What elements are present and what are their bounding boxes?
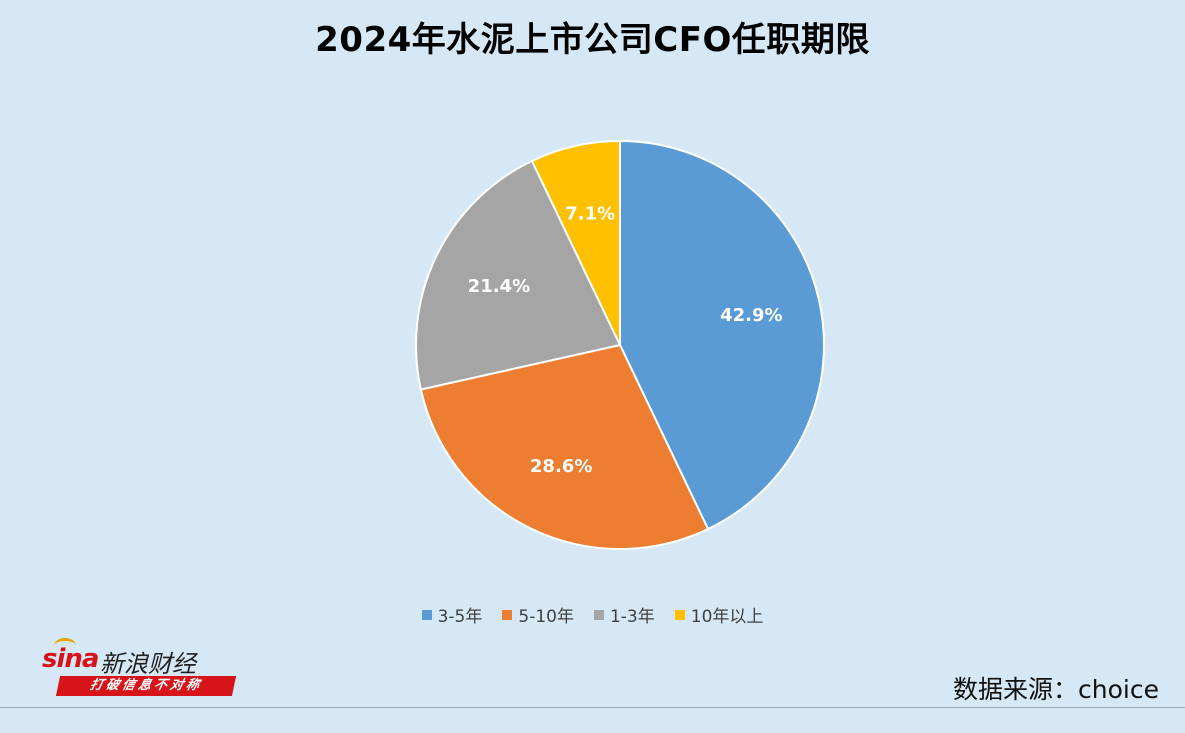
legend: 3-5年 5-10年 1-3年 10年以上 [0,602,1185,627]
pie-label-3: 7.1% [565,204,615,225]
pie-slice-1 [419,343,710,550]
logo-brand: sina [42,644,99,674]
legend-item-1: 5-10年 [502,602,574,627]
pie-label-1: 28.6% [530,456,592,477]
sina-eye-icon [54,638,76,653]
pie-slice-2 [415,159,622,391]
legend-label: 3-5年 [437,607,483,627]
legend-label: 10年以上 [690,607,764,627]
sina-finance-logo: sina 新浪财经 打破信息不对称 [42,638,237,700]
legend-swatch [502,609,513,620]
pie-label-2: 21.4% [468,276,530,297]
legend-swatch [593,609,604,620]
pie-slices [415,139,825,550]
pie-labels: 42.9% 28.6% 21.4% 7.1% [468,204,783,477]
source-note: 数据来源：choice [953,675,1159,704]
legend-label: 5-10年 [518,607,574,627]
logo-slogan: 打破信息不对称 [55,676,237,696]
legend-swatch [421,609,432,620]
chart-title: 2024年水泥上市公司CFO任职期限 [315,20,870,60]
legend-item-2: 1-3年 [593,602,655,627]
bottom-divider [0,707,1185,708]
pie-chart: 42.9% 28.6% 21.4% 7.1% [415,139,825,550]
pie-slice-3 [530,139,621,346]
legend-item-0: 3-5年 [421,602,483,627]
legend-item-3: 10年以上 [674,602,764,627]
logo-name: 新浪财经 [100,650,196,678]
pie-slice-0 [619,139,825,531]
legend-swatch [674,609,685,620]
legend-label: 1-3年 [609,607,655,627]
pie-label-0: 42.9% [720,305,782,326]
